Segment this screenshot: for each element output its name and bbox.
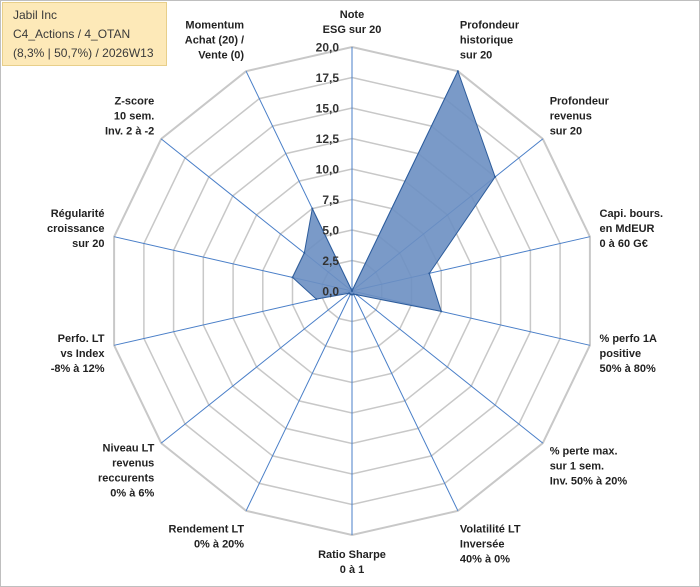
axis-label-line: Inv. 50% à 20% (550, 475, 628, 487)
axis-label-line: 10 sem. (114, 111, 154, 123)
axis-label-line: positive (600, 348, 642, 360)
data-point (494, 175, 497, 178)
axis-label-line: % perfo 1A (600, 333, 658, 345)
data-point (351, 290, 353, 292)
axis-label-line: Ratio Sharpe (318, 549, 386, 561)
axis-label-line: % perte max. (550, 445, 618, 457)
data-point (456, 70, 459, 73)
radar-tick-labels: 0,0 2,5 5,0 7,5 10,0 12,5 15,0 17,5 20,0 (316, 41, 340, 299)
axis-label: Volatilité LT Inversée 40% à 0% (460, 523, 521, 565)
axis-label-line: Profondeur (550, 96, 610, 108)
axis-label-line: revenus (112, 458, 154, 470)
axis-label-line: Achat (20) / (185, 35, 244, 47)
axis-label-line: sur 20 (550, 126, 582, 138)
tick-label: 5,0 (322, 224, 339, 238)
axis-label: Momentum Achat (20) / Vente (0) (185, 20, 245, 62)
data-point (440, 310, 443, 313)
axis-label-line: sur 20 (460, 50, 492, 62)
axis-label-line: Volatilité LT (460, 523, 521, 535)
axis-label-line: croissance (47, 223, 104, 235)
company-name: Jabil Inc (13, 8, 58, 22)
tick-label: 20,0 (316, 41, 340, 55)
tick-label: 10,0 (316, 163, 340, 177)
data-point (303, 252, 306, 254)
axis-label-line: 0% à 6% (110, 488, 154, 500)
axis-label-line: Inv. 2 à -2 (105, 126, 154, 138)
axis-spoke (351, 290, 544, 444)
axis-label-line: Inversée (460, 538, 505, 550)
data-point (351, 293, 353, 296)
axis-label-line: 40% à 0% (460, 553, 510, 565)
info-box: Jabil Inc C4_Actions / 4_OTAN (8,3% | 50… (2, 2, 167, 66)
data-point (291, 276, 294, 279)
axis-label-line: Rendement LT (169, 523, 245, 535)
tick-label: 15,0 (316, 102, 340, 116)
data-point (311, 207, 314, 210)
axis-spoke (160, 290, 353, 444)
axis-label-line: Note (340, 9, 364, 21)
axis-label-line: reccurents (98, 473, 154, 485)
axis-label-line: en MdEUR (600, 223, 655, 235)
data-point (355, 293, 358, 296)
axis-label: Note ESG sur 20 (323, 9, 382, 36)
axis-label-line: vs Index (60, 348, 105, 360)
axis-label-line: Z-score (115, 96, 155, 108)
axis-label-line: sur 1 sem. (550, 460, 604, 472)
axis-label-line: historique (460, 35, 513, 47)
portfolio-path: C4_Actions / 4_OTAN (13, 27, 131, 41)
axis-label-line: Momentum (185, 20, 244, 32)
performance-stats: (8,3% | 50,7%) / 2026W13 (13, 46, 154, 60)
axis-label-line: Niveau LT (103, 443, 155, 455)
data-point (315, 298, 318, 301)
radar-axis-labels: Note ESG sur 20 Profondeur historique sur 20… (47, 9, 663, 576)
axis-label: % perte max. sur 1 sem. Inv. 50% à 20% (550, 445, 628, 487)
axis-spoke (351, 290, 459, 512)
axis-label-line: -8% à 12% (51, 363, 105, 375)
data-point (348, 292, 351, 295)
data-point (352, 293, 355, 296)
axis-label: % perfo 1A positive 50% à 80% (600, 333, 658, 375)
axis-label-line: 0% à 20% (194, 538, 244, 550)
radar-series (291, 69, 497, 313)
axis-label-line: 0 à 60 G€ (600, 238, 648, 250)
tick-label: 2,5 (322, 254, 339, 268)
axis-spoke (113, 290, 353, 346)
tick-label: 17,5 (316, 71, 340, 85)
axis-label: Capi. bours. en MdEUR 0 à 60 G€ (600, 208, 664, 250)
axis-label: Z-score 10 sem. Inv. 2 à -2 (105, 96, 154, 138)
axis-label-line: 0 à 1 (340, 564, 364, 576)
axis-label-line: ESG sur 20 (323, 24, 382, 36)
axis-label-line: sur 20 (72, 238, 104, 250)
data-point (428, 272, 431, 275)
axis-label-line: Vente (0) (198, 50, 244, 62)
axis-label-line: Régularité (51, 208, 105, 220)
axis-label: Rendement LT 0% à 20% (169, 523, 245, 550)
axis-label: Profondeur revenus sur 20 (550, 96, 610, 138)
axis-label-line: Profondeur (460, 20, 520, 32)
axis-spoke (245, 290, 353, 512)
axis-label: Profondeur historique sur 20 (460, 20, 520, 62)
axis-label-line: revenus (550, 111, 592, 123)
tick-label: 12,5 (316, 132, 340, 146)
tick-label: 0,0 (322, 285, 339, 299)
axis-label-line: Capi. bours. (600, 208, 664, 220)
axis-label: Ratio Sharpe 0 à 1 (318, 549, 386, 576)
axis-label-line: 50% à 80% (600, 363, 656, 375)
axis-label-line: Perfo. LT (58, 333, 105, 345)
axis-label: Niveau LT revenus reccurents 0% à 6% (98, 443, 155, 500)
axis-label: Perfo. LT vs Index -8% à 12% (51, 333, 106, 375)
axis-label: Régularité croissance sur 20 (47, 208, 104, 250)
tick-label: 7,5 (322, 193, 339, 207)
